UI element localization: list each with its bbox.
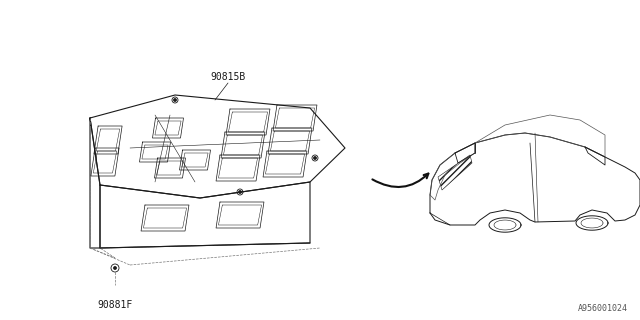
Circle shape <box>114 267 116 269</box>
Circle shape <box>174 99 176 101</box>
Circle shape <box>314 157 316 159</box>
Text: 90881F: 90881F <box>97 300 132 310</box>
Text: 90815B: 90815B <box>211 72 246 82</box>
Circle shape <box>239 191 241 193</box>
Text: A956001024: A956001024 <box>578 304 628 313</box>
